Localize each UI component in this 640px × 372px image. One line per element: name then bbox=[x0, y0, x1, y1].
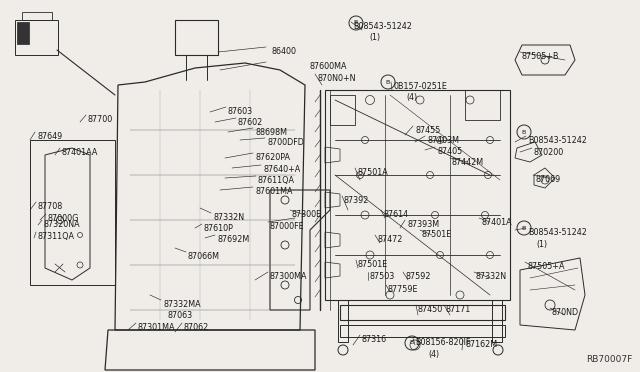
Text: 0B157-0251E: 0B157-0251E bbox=[393, 82, 447, 91]
Text: 87442M: 87442M bbox=[452, 158, 484, 167]
Text: 87592: 87592 bbox=[405, 272, 431, 281]
Text: 87300MA: 87300MA bbox=[270, 272, 307, 281]
Text: 87392: 87392 bbox=[344, 196, 369, 205]
Text: 87069: 87069 bbox=[535, 175, 560, 184]
Text: 87603: 87603 bbox=[228, 107, 253, 116]
Text: 88698M: 88698M bbox=[255, 128, 287, 137]
Text: (1): (1) bbox=[536, 240, 547, 249]
Text: 87455: 87455 bbox=[415, 126, 440, 135]
Text: B08543-51242: B08543-51242 bbox=[528, 228, 587, 237]
Text: 87611QA: 87611QA bbox=[258, 176, 295, 185]
Text: (4): (4) bbox=[406, 93, 417, 102]
Text: (4): (4) bbox=[428, 350, 439, 359]
Text: 87405: 87405 bbox=[437, 147, 462, 156]
Text: B08543-51242: B08543-51242 bbox=[528, 136, 587, 145]
Text: 87501E: 87501E bbox=[422, 230, 452, 239]
Text: 87700: 87700 bbox=[88, 115, 113, 124]
Text: 87332N: 87332N bbox=[476, 272, 507, 281]
Text: B08543-51242: B08543-51242 bbox=[353, 22, 412, 31]
Text: 87649: 87649 bbox=[37, 132, 62, 141]
Text: 87602: 87602 bbox=[238, 118, 263, 127]
Text: 87692M: 87692M bbox=[217, 235, 249, 244]
Text: B: B bbox=[522, 225, 526, 231]
Text: 87311QA: 87311QA bbox=[38, 232, 75, 241]
Text: 87000FE: 87000FE bbox=[270, 222, 305, 231]
Text: B: B bbox=[522, 129, 526, 135]
Text: 870N0+N: 870N0+N bbox=[317, 74, 355, 83]
Text: 87640+A: 87640+A bbox=[263, 165, 300, 174]
Bar bbox=[340, 325, 505, 337]
Text: RB70007F: RB70007F bbox=[586, 355, 632, 364]
Text: 87401AA: 87401AA bbox=[62, 148, 99, 157]
Text: 87501A: 87501A bbox=[357, 168, 388, 177]
Text: 87332MA: 87332MA bbox=[163, 300, 200, 309]
Text: 87332N: 87332N bbox=[213, 213, 244, 222]
Text: 87300E: 87300E bbox=[292, 210, 322, 219]
Text: (1): (1) bbox=[369, 33, 380, 42]
Text: 87062: 87062 bbox=[184, 323, 209, 332]
Bar bbox=[338, 300, 348, 342]
Text: 8700DFD: 8700DFD bbox=[267, 138, 304, 147]
Text: B: B bbox=[386, 80, 390, 84]
Text: 87601MA: 87601MA bbox=[255, 187, 292, 196]
Text: 87450: 87450 bbox=[418, 305, 444, 314]
Text: 87472: 87472 bbox=[377, 235, 403, 244]
Text: 87505+B: 87505+B bbox=[522, 52, 559, 61]
Text: 87301MA: 87301MA bbox=[137, 323, 175, 332]
Text: 87066M: 87066M bbox=[188, 252, 220, 261]
Bar bbox=[17, 22, 29, 44]
Text: 87600MA: 87600MA bbox=[310, 62, 348, 71]
Text: 870200: 870200 bbox=[534, 148, 564, 157]
Text: 86400: 86400 bbox=[271, 47, 296, 56]
Text: 87503: 87503 bbox=[370, 272, 396, 281]
Bar bbox=[30, 140, 115, 285]
Text: 87171: 87171 bbox=[446, 305, 471, 314]
Text: 87063: 87063 bbox=[168, 311, 193, 320]
Text: B: B bbox=[354, 20, 358, 26]
Text: 87610P: 87610P bbox=[204, 224, 234, 233]
Text: 87162M: 87162M bbox=[465, 340, 497, 349]
Text: B: B bbox=[410, 340, 414, 346]
Bar bbox=[325, 90, 510, 300]
Text: B08156-820IF: B08156-820IF bbox=[415, 338, 470, 347]
Text: 87620PA: 87620PA bbox=[255, 153, 290, 162]
Text: 87403M: 87403M bbox=[427, 136, 459, 145]
Text: 87316: 87316 bbox=[362, 335, 387, 344]
Text: 87708: 87708 bbox=[38, 202, 63, 211]
Text: 870ND: 870ND bbox=[552, 308, 579, 317]
Text: 87614: 87614 bbox=[383, 210, 408, 219]
Text: 87393M: 87393M bbox=[407, 220, 439, 229]
Bar bbox=[492, 300, 502, 342]
Text: 87320NA: 87320NA bbox=[44, 220, 81, 229]
Text: 87505+A: 87505+A bbox=[527, 262, 564, 271]
Bar bbox=[340, 305, 505, 320]
Text: 87401A: 87401A bbox=[481, 218, 511, 227]
Text: 87000G: 87000G bbox=[48, 214, 79, 223]
Text: 87501E: 87501E bbox=[358, 260, 388, 269]
Text: 87759E: 87759E bbox=[388, 285, 419, 294]
